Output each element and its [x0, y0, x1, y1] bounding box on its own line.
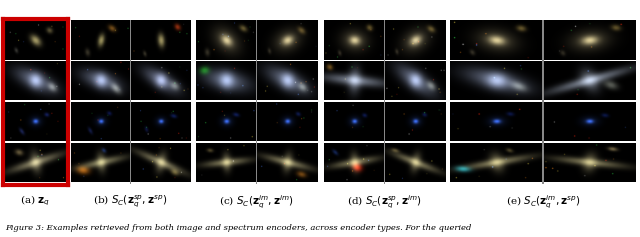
Text: (a) $\mathbf{z}_q$: (a) $\mathbf{z}_q$	[20, 193, 51, 208]
Text: Figure 3: Examples retrieved from both image and spectrum encoders, across encod: Figure 3: Examples retrieved from both i…	[5, 224, 472, 232]
Text: (d) $S_C(\mathbf{z}_q^{sp}, \mathbf{z}^{im})$: (d) $S_C(\mathbf{z}_q^{sp}, \mathbf{z}^{…	[347, 193, 422, 210]
Text: (b) $S_C(\mathbf{z}_q^{sp}, \mathbf{z}^{sp})$: (b) $S_C(\mathbf{z}_q^{sp}, \mathbf{z}^{…	[93, 193, 167, 209]
Text: (e) $S_C(\mathbf{z}_q^{im}, \mathbf{z}^{sp})$: (e) $S_C(\mathbf{z}_q^{im}, \mathbf{z}^{…	[506, 193, 580, 210]
Text: (c) $S_C(\mathbf{z}_q^{im}, \mathbf{z}^{im})$: (c) $S_C(\mathbf{z}_q^{im}, \mathbf{z}^{…	[219, 193, 294, 210]
